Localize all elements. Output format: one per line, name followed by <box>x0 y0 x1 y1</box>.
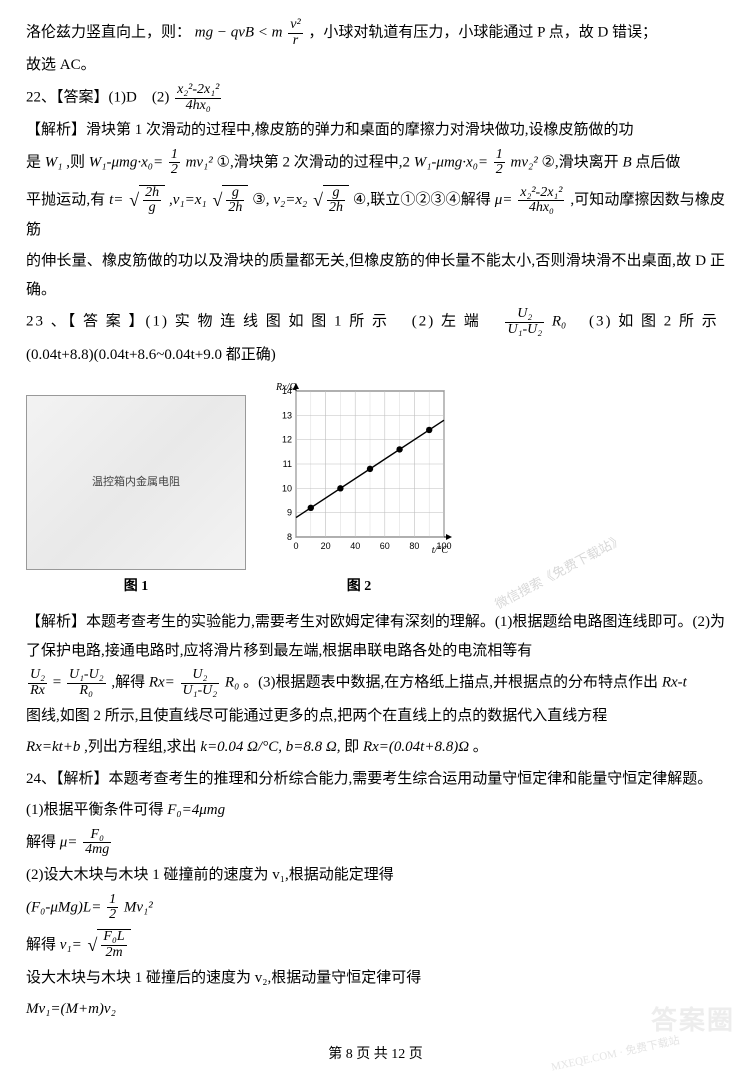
math: mg − qvB < m <box>195 25 283 41</box>
p-lorentz: 洛伦兹力竖直向上，则： mg − qvB < m v² r ，小球对轨道有压力，… <box>26 18 725 48</box>
svg-text:60: 60 <box>380 541 390 551</box>
svg-text:12: 12 <box>282 435 292 445</box>
q23-exp-3: 图线,如图 2 所示,且使直线尽可能通过更多的点,把两个在直线上的点的数据代入直… <box>26 702 725 731</box>
figure-row: 温控箱内金属电阻 图 1 891011121314020406080100Rx/… <box>26 379 725 600</box>
q24-exp-1: 24、【解析】本题考查考生的推理和分析综合能力,需要考生综合运用动量守恒定律和能… <box>26 765 725 794</box>
text: 洛伦兹力竖直向上，则： <box>26 25 191 41</box>
q24-line-2: 解得 μ= F₀4mg <box>26 828 725 858</box>
p-ac: 故选 AC。 <box>26 51 725 80</box>
svg-text:10: 10 <box>282 484 292 494</box>
q22-exp-1: 【解析】滑块第 1 次滑动的过程中,橡皮筋的弹力和桌面的摩擦力对滑块做功,设橡皮… <box>26 116 725 145</box>
q24-line-1: (1)根据平衡条件可得 F₀=4μmg <box>26 796 725 825</box>
svg-text:9: 9 <box>287 508 292 518</box>
q22-exp-2: 是 W₁ ,则 W₁-μmg·x₀= 12 mv₁² ①,滑块第 2 次滑动的过… <box>26 148 725 178</box>
svg-text:40: 40 <box>350 541 360 551</box>
page-footer: 第 8 页 共 12 页 <box>0 1042 751 1069</box>
svg-text:11: 11 <box>283 459 292 469</box>
frac-q22: x₂²-2x₁² 4hx₀ <box>175 83 221 113</box>
svg-text:Rx/Ω: Rx/Ω <box>275 382 297 393</box>
svg-text:80: 80 <box>409 541 419 551</box>
circuit-diagram-placeholder: 温控箱内金属电阻 <box>26 395 246 570</box>
text: 22、【答案】(1)D (2) <box>26 90 169 106</box>
fig2-caption: 图 2 <box>264 574 454 601</box>
q24-line-6: 设大木块与木块 1 碰撞后的速度为 v₂,根据动量守恒定律可得 <box>26 964 725 993</box>
q24-line-4: (F₀-μMg)L= 12 Mv₁² <box>26 893 725 923</box>
q23-exp-4: Rx=kt+b ,列出方程组,求出 k=0.04 Ω/°C, b=8.8 Ω, … <box>26 733 725 762</box>
svg-text:0: 0 <box>293 541 298 551</box>
q22-exp-3: 平抛运动,有 t= 2hg ,v₁=x₁ g2h ③, v₂=x₂ g2h ④,… <box>26 181 725 244</box>
svg-text:20: 20 <box>321 541 331 551</box>
figure-1: 温控箱内金属电阻 图 1 <box>26 395 246 601</box>
q23-exp-2: U₂Rx = U₁-U₂R₀ ,解得 Rx= U₂U₁-U₂ R₀ 。(3)根据… <box>26 668 725 698</box>
q23-answer-2: (0.04t+8.8)(0.04t+8.6~0.04t+9.0 都正确) <box>26 341 725 370</box>
svg-text:t/°C: t/°C <box>432 545 449 556</box>
q24-line-5: 解得 v₁= F₀L2m <box>26 926 725 961</box>
q24-line-7: Mv₁=(M+m)v₂ <box>26 995 725 1024</box>
q23-answer: 23 、【 答 案 】(1) 实 物 连 线 图 如 图 1 所 示 (2) 左… <box>26 307 725 337</box>
frac-v2r: v² r <box>288 18 302 48</box>
svg-text:8: 8 <box>287 532 292 542</box>
fig1-caption: 图 1 <box>26 574 246 601</box>
svg-text:13: 13 <box>282 411 292 421</box>
q22-answer: 22、【答案】(1)D (2) x₂²-2x₁² 4hx₀ <box>26 83 725 113</box>
rx-t-chart: 891011121314020406080100Rx/Ωt/°C <box>264 379 454 559</box>
text: ，小球对轨道有压力，小球能通过 P 点，故 D 错误； <box>308 25 657 41</box>
q22-exp-4: 的伸长量、橡皮筋做的功以及滑块的质量都无关,但橡皮筋的伸长量不能太小,否则滑块滑… <box>26 247 725 304</box>
figure-2: 891011121314020406080100Rx/Ωt/°C 图 2 <box>264 379 454 600</box>
q23-exp-1: 【解析】本题考查考生的实验能力,需要考生对欧姆定律有深刻的理解。(1)根据题给电… <box>26 608 725 665</box>
q24-line-3: (2)设大木块与木块 1 碰撞前的速度为 v₁,根据动能定理得 <box>26 861 725 890</box>
